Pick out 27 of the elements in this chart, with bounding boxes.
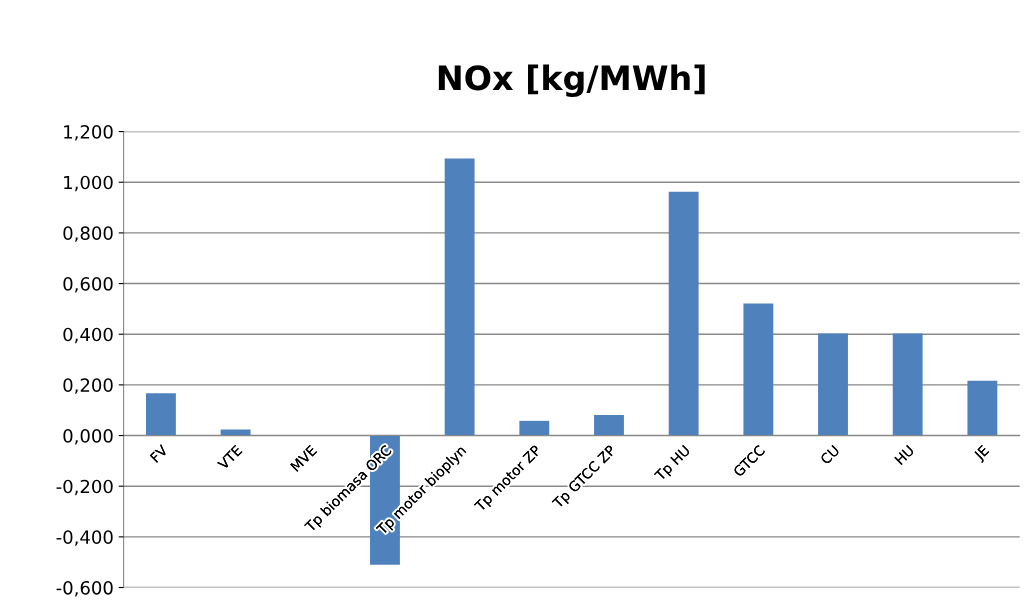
bar [892, 333, 923, 436]
bar [444, 158, 475, 436]
bar [967, 380, 998, 436]
x-tick-label: FV [149, 444, 169, 463]
bar [743, 303, 774, 436]
bar [519, 420, 550, 436]
bar [146, 393, 176, 436]
y-tick-label: 1,000 [64, 175, 113, 192]
bar [818, 333, 848, 436]
x-tick-label: Tp HU [654, 445, 693, 484]
bar [220, 429, 251, 436]
bar [594, 415, 624, 436]
y-tick-label: 1,200 [64, 125, 113, 141]
y-tick-label: -0,600 [56, 580, 113, 597]
y-tick-label: 0,400 [63, 327, 113, 344]
bar [668, 191, 699, 436]
x-tick-label: CU [819, 444, 840, 465]
y-tick-label: 0,000 [63, 429, 113, 445]
x-tick-label: JE [973, 444, 992, 463]
x-tick-label: HU [894, 445, 915, 466]
y-tick-label: -0,200 [56, 479, 113, 496]
chart-title: NOx [kg/MWh] [438, 64, 705, 98]
y-tick-label: -0,400 [56, 530, 113, 546]
y-tick-label: 0,600 [63, 277, 113, 293]
x-tick-label: VTE [217, 444, 243, 471]
y-tick-label: 0,200 [63, 378, 113, 394]
y-tick-label: 0,800 [63, 226, 113, 242]
